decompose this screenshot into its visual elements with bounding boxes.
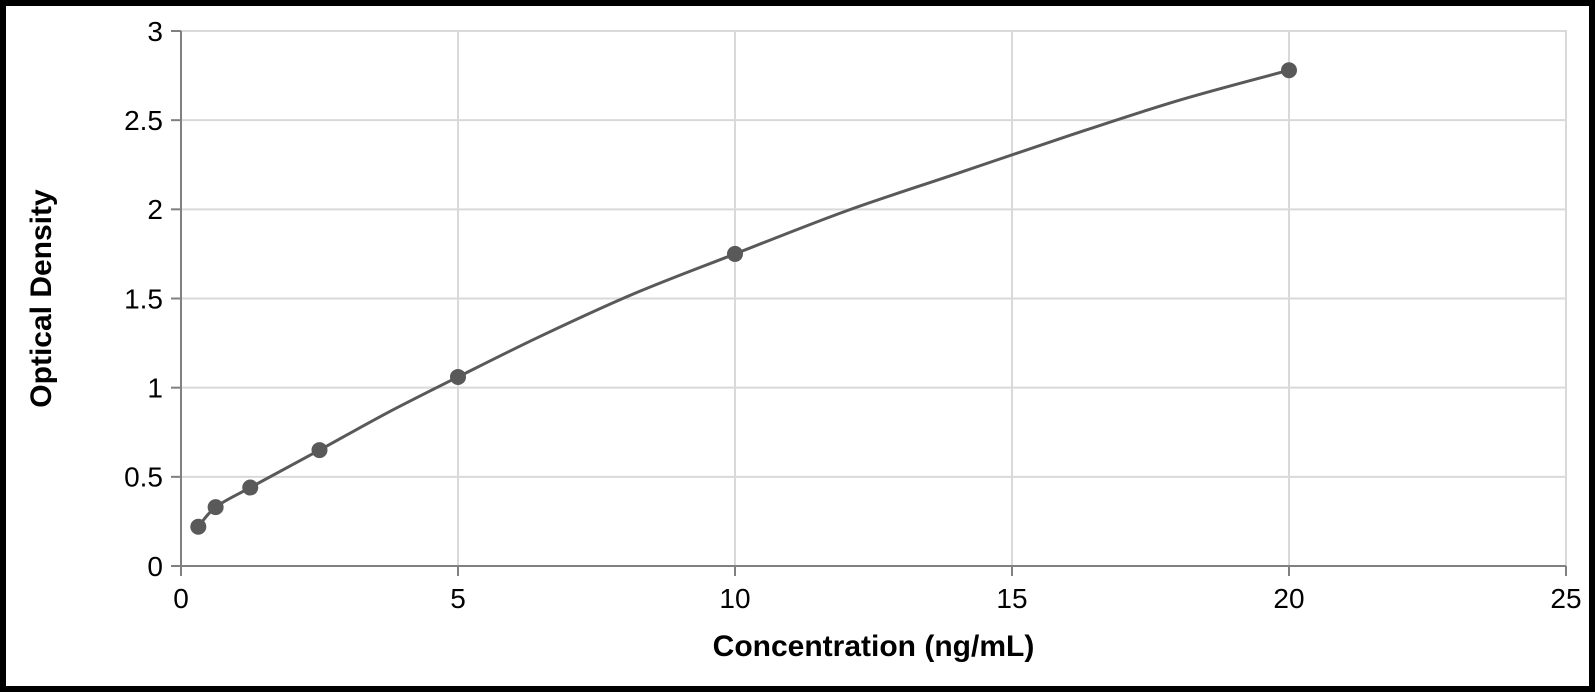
x-tick-label: 15	[996, 583, 1027, 614]
data-point	[312, 442, 328, 458]
x-tick-label: 0	[173, 583, 189, 614]
data-point	[727, 246, 743, 262]
x-tick-label: 20	[1273, 583, 1304, 614]
chart-outer-frame: 0 5 10 15 20 25 0 0.5 1 1.5 2 2.5 3 Concentration (ng…	[0, 0, 1595, 692]
y-tick-label: 3	[147, 16, 163, 47]
chart-wrap: 0 5 10 15 20 25 0 0.5 1 1.5 2 2.5 3 Concentration (ng…	[6, 6, 1589, 686]
x-tick-label: 10	[719, 583, 750, 614]
data-point	[1281, 62, 1297, 78]
y-tick-label: 2.5	[124, 105, 163, 136]
data-point	[208, 499, 224, 515]
y-tick-label: 1	[147, 372, 163, 403]
chart-svg: 0 5 10 15 20 25 0 0.5 1 1.5 2 2.5 3 Concentration (ng…	[6, 6, 1589, 686]
x-tick-label: 5	[450, 583, 466, 614]
x-axis-label: Concentration (ng/mL)	[713, 630, 1035, 663]
x-tick-label: 25	[1550, 583, 1581, 614]
y-axis-label: Optical Density	[25, 189, 58, 408]
y-tick-label: 0	[147, 551, 163, 582]
y-tick-label: 0.5	[124, 462, 163, 493]
data-point	[190, 519, 206, 535]
y-tick-label: 2	[147, 194, 163, 225]
data-point	[242, 480, 258, 496]
data-point	[450, 369, 466, 385]
y-tick-label: 1.5	[124, 283, 163, 314]
